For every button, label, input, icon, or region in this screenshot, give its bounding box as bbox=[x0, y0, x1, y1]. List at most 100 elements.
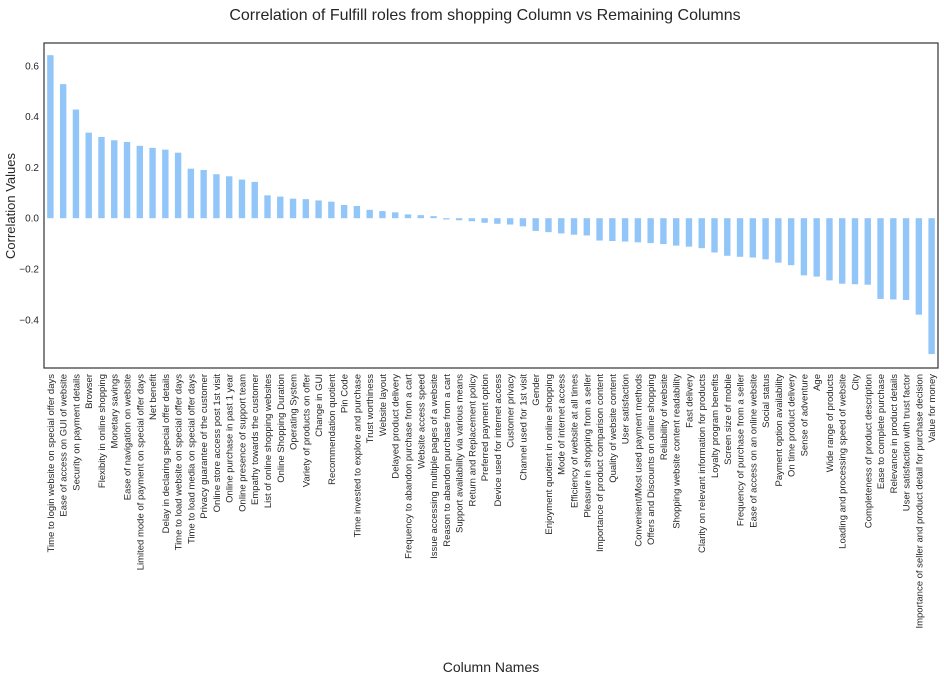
bar bbox=[851, 218, 859, 285]
plot-frame bbox=[43, 42, 939, 369]
bar bbox=[519, 218, 527, 227]
x-tick-label: Limited mode of payment on special offer… bbox=[135, 374, 146, 571]
x-tick-label: Device used for internet access bbox=[493, 374, 504, 507]
bar bbox=[213, 174, 220, 219]
x-tick-label: Preferred payment option bbox=[480, 374, 491, 481]
x-tick-label: Issue accessing multiple pages of a webs… bbox=[429, 374, 440, 559]
bar bbox=[366, 209, 373, 219]
bar bbox=[890, 218, 897, 300]
x-tick-label: Privacy guarantee of the customer bbox=[199, 374, 210, 519]
bar bbox=[328, 201, 335, 219]
x-tick-label: Payment option availability bbox=[774, 374, 785, 487]
x-tick-label: Online store access post 1st visit bbox=[212, 374, 223, 513]
x-tick-label: Mode of internet access bbox=[557, 374, 568, 475]
bar bbox=[787, 218, 795, 266]
bar bbox=[660, 218, 667, 245]
bar bbox=[928, 218, 935, 355]
x-tick-label: Support availability via various means bbox=[455, 374, 466, 533]
x-tick-label: Change in GUI bbox=[314, 374, 325, 437]
bar bbox=[111, 140, 118, 219]
bar bbox=[187, 168, 195, 219]
x-tick-label: Quality of website content bbox=[608, 374, 619, 483]
bar bbox=[225, 176, 233, 219]
bar bbox=[647, 218, 654, 244]
bar bbox=[136, 145, 143, 219]
bar bbox=[545, 218, 552, 233]
x-tick-label: Operating System bbox=[289, 374, 300, 450]
x-tick-label: Security on payment details bbox=[71, 374, 82, 491]
x-tick-label: Browser bbox=[84, 374, 95, 409]
x-tick-label: Loyalty program benefits bbox=[710, 374, 721, 478]
x-tick-label: Time to login website on special offer d… bbox=[46, 374, 57, 553]
x-tick-label: City bbox=[850, 374, 861, 391]
bar bbox=[251, 181, 258, 219]
bar bbox=[839, 218, 846, 284]
x-tick-label: Offers and Discounts on online shopping bbox=[646, 374, 657, 545]
x-tick-label: Completeness of product description bbox=[863, 374, 874, 528]
x-tick-label: Gender bbox=[531, 374, 542, 406]
x-tick-label: Efficiency of website at all times bbox=[570, 374, 581, 508]
bar bbox=[711, 218, 718, 253]
x-tick-label: Frequency to abandon purchase from a car… bbox=[403, 374, 414, 559]
bar bbox=[494, 218, 501, 224]
y-tick-label: −0.2 bbox=[19, 264, 39, 275]
x-tick-label: Shopping website content readability bbox=[672, 374, 683, 529]
x-tick-label: Frequency of purchase from a seller bbox=[736, 374, 747, 526]
x-tick-label: Recommendation quotient bbox=[327, 374, 338, 485]
x-tick-label: Clarity on relevant information for prod… bbox=[697, 374, 708, 553]
x-tick-label: Trust worthiness bbox=[365, 374, 376, 444]
x-tick-label: Reliability of website bbox=[659, 374, 670, 460]
x-tick-label: Monetary savings bbox=[110, 374, 121, 449]
x-tick-label: Time to load website on special offer da… bbox=[174, 374, 185, 551]
x-tick-label: Pin Code bbox=[340, 374, 351, 413]
x-axis-label: Column Names bbox=[443, 659, 539, 675]
x-tick-label: User satisfaction bbox=[621, 374, 632, 444]
bar bbox=[902, 218, 910, 300]
bar bbox=[481, 218, 488, 223]
bar bbox=[315, 200, 322, 219]
x-tick-label: Wide range of products bbox=[825, 374, 836, 472]
y-tick-label: −0.4 bbox=[19, 315, 39, 326]
bar bbox=[672, 218, 680, 246]
bar bbox=[85, 132, 92, 219]
bar bbox=[634, 218, 642, 243]
x-tick-label: List of online shopping websites bbox=[263, 374, 274, 508]
x-tick-label: Sense of adventure bbox=[799, 374, 810, 456]
x-tick-label: Loading and processing speed of website bbox=[838, 374, 849, 549]
x-tick-label: Flexibity in online shopping bbox=[97, 374, 108, 488]
bar bbox=[724, 218, 731, 256]
bar bbox=[762, 218, 769, 260]
bar bbox=[813, 218, 820, 277]
bar bbox=[302, 199, 310, 219]
bar bbox=[468, 218, 476, 222]
x-tick-label: Online Shopping Duration bbox=[276, 374, 287, 483]
bar bbox=[558, 218, 565, 234]
x-tick-label: Website access speed bbox=[416, 374, 427, 469]
x-tick-label: On time product delivery bbox=[787, 374, 798, 477]
bar bbox=[417, 215, 424, 219]
bar bbox=[455, 218, 463, 221]
x-tick-label: Net benefit bbox=[148, 374, 159, 420]
x-tick-label: Ease of access on GUI of website bbox=[59, 374, 70, 517]
x-tick-label: Time invested to explore and purchase bbox=[352, 374, 363, 537]
chart-title: Correlation of Fulfill roles from shoppi… bbox=[229, 7, 740, 24]
y-axis-label: Correlation Values bbox=[3, 153, 18, 259]
x-tick-label: Enjoyment quotient in online shopping bbox=[544, 374, 555, 535]
y-tick-label: 0.6 bbox=[25, 61, 39, 72]
y-tick-label: 0.2 bbox=[25, 163, 39, 174]
x-tick-label: Ease of navigation on website bbox=[123, 374, 134, 500]
x-tick-label: Delayed product delivery bbox=[391, 374, 402, 479]
bar bbox=[98, 136, 105, 219]
x-tick-label: Fast delivery bbox=[684, 374, 695, 428]
bar bbox=[404, 214, 412, 219]
x-tick-label: Social status bbox=[761, 374, 772, 428]
x-tick-label: Age bbox=[812, 374, 823, 391]
bar bbox=[826, 218, 833, 281]
bar bbox=[596, 218, 603, 241]
x-tick-label: Value for money bbox=[927, 374, 938, 443]
y-tick-label: 0.4 bbox=[25, 112, 39, 123]
bar bbox=[430, 216, 437, 219]
bar bbox=[289, 198, 297, 219]
x-tick-label: Reason to abandon purchase from a cart bbox=[442, 374, 453, 547]
